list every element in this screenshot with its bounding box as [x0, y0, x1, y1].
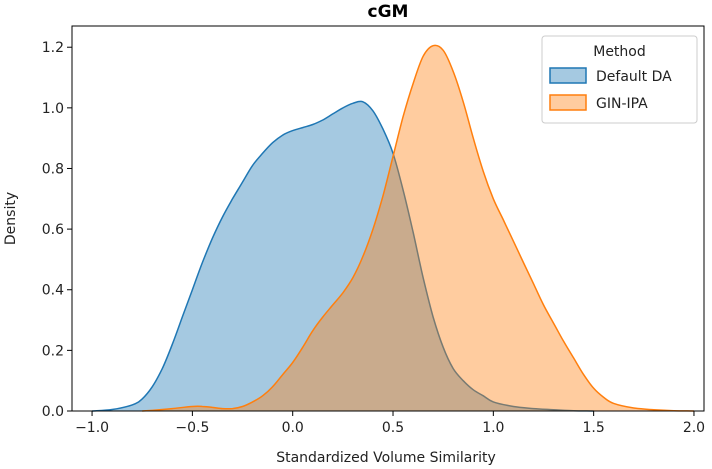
x-axis-label: Standardized Volume Similarity	[276, 450, 496, 466]
y-axis-ticks: 0.0 0.2 0.4 0.6 0.8 1.0 1.2	[42, 40, 72, 420]
density-area-1	[92, 101, 594, 411]
x-tick-label: 0.0	[282, 420, 304, 436]
y-tick-label: 0.2	[42, 343, 64, 359]
legend-label-2: GIN-IPA	[596, 96, 648, 112]
y-tick-label: 1.0	[42, 101, 64, 117]
y-tick-label: 0.4	[42, 283, 64, 299]
density-area-2	[142, 45, 694, 412]
y-tick-label: 1.2	[42, 40, 64, 56]
x-tick-label: 1.5	[583, 420, 605, 436]
y-tick-label: 0.8	[42, 161, 64, 177]
legend-title: Method	[593, 44, 646, 60]
y-tick-label: 0.0	[42, 404, 64, 420]
plot-areas	[92, 44, 695, 412]
legend: Method Default DA GIN-IPA	[541, 35, 698, 124]
density-line-1	[92, 100, 594, 412]
x-tick-label: −1.0	[75, 420, 109, 436]
legend-label-1: Default DA	[596, 69, 672, 85]
density-line-2	[142, 44, 695, 412]
legend-swatch-1	[549, 67, 587, 84]
legend-items: Default DA GIN-IPA	[549, 67, 672, 112]
x-tick-label: 1.0	[482, 420, 504, 436]
y-axis-label: Density	[3, 192, 19, 245]
x-tick-label: 0.5	[382, 420, 404, 436]
legend-swatch-2	[549, 94, 587, 111]
x-tick-label: 2.0	[683, 420, 705, 436]
x-tick-label: −0.5	[175, 420, 209, 436]
y-tick-label: 0.6	[42, 222, 64, 238]
axes-frame	[71, 25, 705, 412]
chart-title: cGM	[368, 2, 409, 22]
x-axis-ticks: −1.0 −0.5 0.0 0.5 1.0 1.5 2.0	[75, 411, 705, 436]
legend-box	[541, 35, 698, 124]
